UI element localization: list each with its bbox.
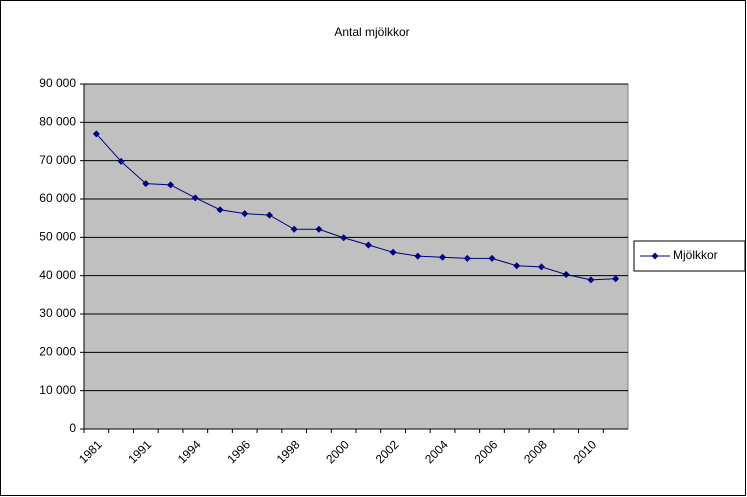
data-point — [513, 262, 521, 270]
data-point — [92, 130, 100, 138]
data-point — [439, 253, 447, 261]
y-tick-label: 40 000 — [39, 268, 76, 282]
data-point — [340, 234, 348, 242]
data-point — [488, 254, 496, 262]
y-tick-label: 50 000 — [39, 230, 76, 244]
legend-label: Mjölkkor — [673, 248, 718, 262]
data-point — [463, 254, 471, 262]
data-point — [290, 225, 298, 233]
y-tick-label: 90 000 — [39, 76, 76, 90]
data-point — [389, 248, 397, 256]
data-point — [241, 210, 249, 218]
data-point — [191, 194, 199, 202]
data-point — [265, 211, 273, 219]
series-line — [95, 133, 616, 281]
y-tick-label: 10 000 — [39, 383, 76, 397]
data-point — [537, 263, 545, 271]
data-point — [142, 180, 150, 188]
data-point — [117, 157, 125, 165]
plot-area — [83, 83, 629, 430]
data-point — [315, 225, 323, 233]
y-tick-label: 80 000 — [39, 115, 76, 129]
data-point — [364, 241, 372, 249]
y-tick-label: 70 000 — [39, 153, 76, 167]
data-point — [167, 181, 175, 189]
data-point — [216, 206, 224, 214]
y-tick-label: 20 000 — [39, 345, 76, 359]
y-tick-label: 0 — [69, 421, 76, 435]
y-tick-label: 60 000 — [39, 191, 76, 205]
y-tick-label: 30 000 — [39, 306, 76, 320]
data-point — [414, 252, 422, 260]
legend-marker — [651, 252, 659, 260]
data-point — [587, 276, 595, 284]
data-point — [612, 275, 620, 283]
data-point — [562, 271, 570, 279]
chart-title: Antal mjölkkor — [334, 25, 409, 39]
